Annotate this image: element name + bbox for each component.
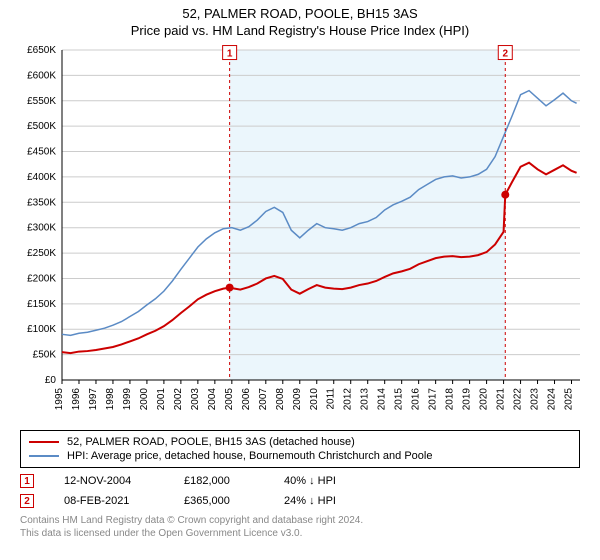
legend-label: HPI: Average price, detached house, Bour… bbox=[67, 450, 432, 462]
footer-line: This data is licensed under the Open Gov… bbox=[20, 527, 590, 540]
transaction-date: 08-FEB-2021 bbox=[64, 495, 154, 507]
svg-text:2024: 2024 bbox=[547, 388, 558, 411]
svg-text:£600K: £600K bbox=[27, 70, 56, 81]
svg-text:2011: 2011 bbox=[326, 388, 337, 410]
transaction-marker: 1 bbox=[20, 474, 34, 488]
svg-text:£150K: £150K bbox=[27, 299, 56, 310]
svg-text:£100K: £100K bbox=[27, 324, 56, 335]
transaction-delta: 40% ↓ HPI bbox=[284, 475, 336, 487]
svg-text:2001: 2001 bbox=[156, 388, 167, 411]
chart-container: 52, PALMER ROAD, POOLE, BH15 3AS Price p… bbox=[0, 0, 600, 560]
svg-text:1999: 1999 bbox=[122, 388, 133, 411]
attribution-footer: Contains HM Land Registry data © Crown c… bbox=[20, 514, 590, 540]
svg-text:2015: 2015 bbox=[394, 388, 405, 411]
svg-text:2020: 2020 bbox=[479, 388, 490, 411]
svg-text:2008: 2008 bbox=[275, 388, 286, 411]
svg-text:2012: 2012 bbox=[343, 388, 354, 411]
svg-text:1996: 1996 bbox=[71, 388, 82, 411]
svg-text:£350K: £350K bbox=[27, 197, 56, 208]
svg-text:2003: 2003 bbox=[190, 388, 201, 411]
transaction-row: 1 12-NOV-2004 £182,000 40% ↓ HPI bbox=[20, 474, 590, 488]
svg-text:£450K: £450K bbox=[27, 147, 56, 158]
svg-text:1998: 1998 bbox=[105, 388, 116, 411]
svg-text:2: 2 bbox=[502, 49, 508, 60]
svg-text:£300K: £300K bbox=[27, 223, 56, 234]
svg-text:2010: 2010 bbox=[309, 388, 320, 411]
svg-text:2006: 2006 bbox=[241, 388, 252, 411]
svg-text:2018: 2018 bbox=[445, 388, 456, 411]
transaction-delta: 24% ↓ HPI bbox=[284, 495, 336, 507]
svg-text:£250K: £250K bbox=[27, 248, 56, 259]
svg-text:£550K: £550K bbox=[27, 96, 56, 107]
svg-text:£50K: £50K bbox=[33, 350, 57, 361]
address-title: 52, PALMER ROAD, POOLE, BH15 3AS bbox=[10, 6, 590, 21]
legend-swatch bbox=[29, 455, 59, 457]
transaction-price: £182,000 bbox=[184, 475, 254, 487]
svg-text:2025: 2025 bbox=[564, 388, 575, 411]
footer-line: Contains HM Land Registry data © Crown c… bbox=[20, 514, 590, 527]
svg-text:2009: 2009 bbox=[292, 388, 303, 411]
svg-text:£0: £0 bbox=[45, 375, 57, 386]
transaction-marker: 2 bbox=[20, 494, 34, 508]
chart-area: £0 £50K £100K £150K £200K £250K £300K £350K £400… bbox=[10, 44, 590, 424]
transaction-date: 12-NOV-2004 bbox=[64, 475, 154, 487]
svg-text:2021: 2021 bbox=[496, 388, 507, 411]
legend-row: HPI: Average price, detached house, Bour… bbox=[29, 449, 571, 463]
svg-text:£400K: £400K bbox=[27, 172, 56, 183]
chart-subtitle: Price paid vs. HM Land Registry's House … bbox=[10, 23, 590, 38]
svg-text:2000: 2000 bbox=[139, 388, 150, 411]
transaction-row: 2 08-FEB-2021 £365,000 24% ↓ HPI bbox=[20, 494, 590, 508]
svg-text:£200K: £200K bbox=[27, 273, 56, 284]
price-chart-svg: £0 £50K £100K £150K £200K £250K £300K £350K £400… bbox=[10, 44, 590, 424]
transaction-price: £365,000 bbox=[184, 495, 254, 507]
svg-text:1995: 1995 bbox=[54, 388, 65, 411]
legend-row: 52, PALMER ROAD, POOLE, BH15 3AS (detach… bbox=[29, 435, 571, 449]
svg-text:2016: 2016 bbox=[411, 388, 422, 411]
svg-text:1997: 1997 bbox=[88, 388, 99, 411]
svg-text:£650K: £650K bbox=[27, 45, 56, 56]
svg-text:2023: 2023 bbox=[530, 388, 541, 411]
svg-text:2005: 2005 bbox=[224, 388, 235, 411]
svg-text:2004: 2004 bbox=[207, 388, 218, 411]
svg-text:2017: 2017 bbox=[428, 388, 439, 411]
legend-label: 52, PALMER ROAD, POOLE, BH15 3AS (detach… bbox=[67, 436, 355, 448]
svg-text:2022: 2022 bbox=[513, 388, 524, 411]
legend: 52, PALMER ROAD, POOLE, BH15 3AS (detach… bbox=[20, 430, 580, 468]
svg-text:2007: 2007 bbox=[258, 388, 269, 411]
legend-swatch bbox=[29, 441, 59, 443]
svg-text:2014: 2014 bbox=[377, 388, 388, 411]
svg-text:£500K: £500K bbox=[27, 121, 56, 132]
svg-text:2019: 2019 bbox=[462, 388, 473, 411]
svg-text:2002: 2002 bbox=[173, 388, 184, 411]
svg-text:2013: 2013 bbox=[360, 388, 371, 411]
svg-text:1: 1 bbox=[227, 49, 233, 60]
